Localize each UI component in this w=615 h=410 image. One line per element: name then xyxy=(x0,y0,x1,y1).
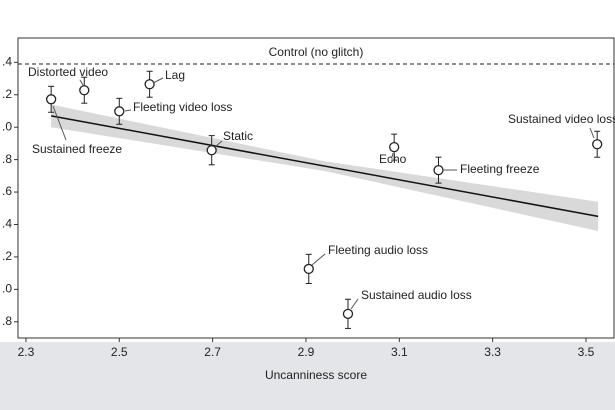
point xyxy=(79,85,90,96)
point xyxy=(592,139,603,150)
point-label: Fleeting video loss xyxy=(133,100,232,114)
point xyxy=(144,79,155,90)
point xyxy=(433,165,444,176)
x-tick-label: 2.3 xyxy=(18,345,35,359)
leader-line xyxy=(152,77,164,84)
x-tick-label: 3.5 xyxy=(578,345,595,359)
y-tick-label: .6 xyxy=(2,184,12,198)
leader-line xyxy=(52,105,67,141)
y-tick-label: .4 xyxy=(2,217,12,231)
y-tick-label: .2 xyxy=(2,87,12,101)
y-tick-label: .0 xyxy=(2,119,12,133)
y-tick-label: .0 xyxy=(2,282,12,296)
leader-line xyxy=(214,140,223,148)
y-tick-label: .4 xyxy=(2,54,12,68)
leader-line xyxy=(350,298,359,310)
point-label: Sustained video loss xyxy=(508,112,615,126)
point-label: Static xyxy=(223,129,253,143)
x-tick-label: 3.1 xyxy=(391,345,408,359)
leader-line xyxy=(124,109,132,112)
y-tick-label: .2 xyxy=(2,249,12,263)
x-tick-label: 2.5 xyxy=(111,345,128,359)
point-label: Sustained freeze xyxy=(32,142,122,156)
plot-frame xyxy=(17,37,615,339)
point xyxy=(206,145,217,156)
point-label: Echo xyxy=(379,152,407,166)
x-tick-label: 2.9 xyxy=(298,345,315,359)
leader-line xyxy=(589,127,595,139)
point xyxy=(389,141,400,153)
x-tick-label: 3.3 xyxy=(484,345,501,359)
control-label: Control (no glitch) xyxy=(269,45,364,59)
point-label: Distorted video xyxy=(28,65,108,79)
leader-line xyxy=(311,253,326,266)
point xyxy=(342,308,354,319)
point-label: Fleeting audio loss xyxy=(328,243,428,257)
panel xyxy=(0,0,615,342)
x-axis-label: Uncanniness score xyxy=(265,368,367,382)
x-tick-label: 2.7 xyxy=(204,345,221,359)
leader-line xyxy=(391,152,394,158)
fit-line xyxy=(51,115,599,218)
point-label: Lag xyxy=(165,68,185,82)
point-label: Fleeting freeze xyxy=(460,162,540,176)
y-tick-label: .8 xyxy=(2,152,12,166)
y-tick-label: .8 xyxy=(2,314,12,328)
confidence-band xyxy=(51,104,599,231)
point-label: Sustained audio loss xyxy=(361,288,472,302)
point xyxy=(114,106,125,117)
leader-line xyxy=(79,79,84,86)
point xyxy=(45,94,57,105)
point xyxy=(303,263,314,275)
